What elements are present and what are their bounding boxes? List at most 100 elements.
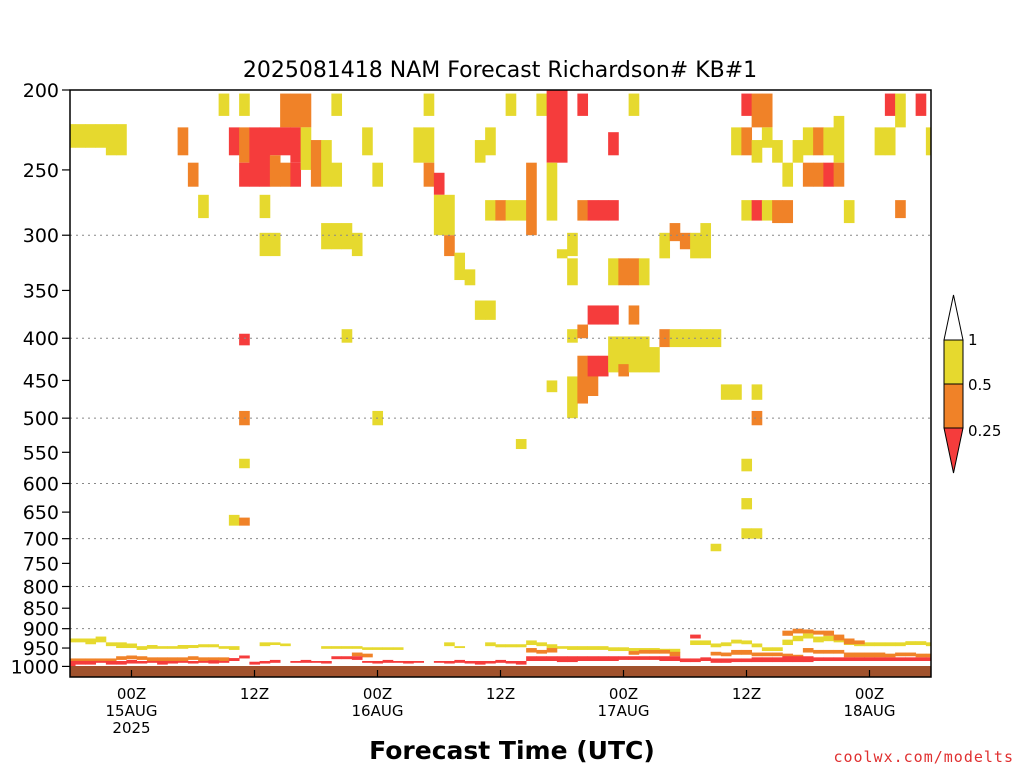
ri-cell: [628, 93, 640, 116]
pbl-cell: [536, 649, 548, 654]
ri-cell: [239, 517, 250, 526]
ri-cell: [823, 162, 835, 187]
ri-cell: [720, 384, 732, 400]
y-tick-label: 950: [23, 638, 59, 660]
ri-cell: [85, 124, 97, 148]
pbl-cell: [126, 655, 138, 660]
pbl-cell: [772, 647, 783, 652]
chart-title: 2025081418 NAM Forecast Richardson# KB#1: [243, 58, 757, 83]
ri-cells-layer: [70, 90, 932, 552]
ri-cell: [433, 172, 445, 195]
ri-cell: [321, 140, 332, 187]
ri-cell: [567, 329, 578, 343]
pbl-cell: [351, 652, 363, 657]
pbl-cell: [638, 648, 650, 652]
ri-cell: [362, 127, 373, 156]
y-tick-label: 400: [23, 328, 59, 350]
ri-cell: [351, 232, 363, 257]
pbl-cell: [198, 657, 209, 662]
pbl-cell: [362, 653, 373, 658]
pbl-cell: [884, 657, 896, 662]
pbl-cell: [761, 652, 773, 657]
x-tick-label: 00Z: [609, 685, 638, 703]
pbl-cell: [70, 638, 76, 643]
legend-swatch-high: [943, 294, 964, 341]
ri-cell: [331, 93, 343, 116]
pbl-cell: [218, 661, 230, 663]
pbl-cell: [597, 656, 609, 662]
pbl-cell: [802, 629, 814, 634]
ri-cell: [474, 140, 486, 163]
x-tick-label: 12Z: [240, 685, 269, 703]
ri-cell: [485, 300, 496, 320]
ri-cell: [444, 235, 455, 257]
pbl-cell: [720, 658, 732, 663]
ri-cell: [608, 305, 619, 325]
y-tick-label: 850: [23, 598, 59, 620]
ri-cell: [280, 162, 291, 187]
pbl-cell: [372, 661, 384, 664]
ri-cell: [249, 127, 261, 187]
ri-cell: [587, 364, 599, 397]
pbl-cell: [208, 660, 220, 664]
ri-cell: [669, 329, 681, 348]
pbl-cell: [362, 661, 373, 663]
pbl-cell: [659, 656, 671, 662]
pbl-cell: [249, 661, 261, 665]
pbl-cell: [833, 649, 845, 654]
pbl-cell: [474, 661, 486, 665]
x-tick-label: 16AUG: [352, 702, 404, 720]
ri-cell: [239, 333, 250, 346]
pbl-cell: [505, 644, 517, 648]
pbl-cell: [331, 656, 343, 660]
pbl-cell: [157, 657, 168, 662]
pbl-cell: [495, 644, 507, 648]
ri-cell: [413, 127, 425, 163]
ri-cell: [731, 127, 742, 156]
ri-cell: [587, 305, 599, 325]
pbl-cell: [177, 645, 189, 649]
pbl-cell: [700, 640, 712, 646]
pbl-cell: [618, 656, 630, 660]
pbl-cell: [782, 653, 794, 658]
pbl-cell: [843, 652, 855, 658]
pbl-cell: [392, 647, 404, 650]
ri-cell: [628, 336, 640, 373]
ri-cell: [597, 200, 609, 221]
pbl-cell: [925, 657, 932, 662]
pbl-cell: [905, 641, 917, 646]
pbl-cell: [136, 661, 148, 664]
pbl-cell: [146, 645, 158, 649]
pbl-cell: [259, 661, 271, 664]
pbl-cell: [751, 643, 763, 648]
pbl-cell: [70, 661, 76, 667]
ri-cell: [464, 269, 476, 286]
ri-cell: [833, 162, 845, 187]
pbl-cell: [382, 647, 394, 650]
pbl-cell: [290, 661, 302, 663]
ri-cell: [341, 223, 353, 250]
pbl-cell: [167, 661, 179, 664]
pbl-cell: [198, 644, 209, 648]
pbl-cell: [905, 652, 917, 657]
pbl-cell: [157, 661, 168, 665]
pbl-cell: [116, 661, 127, 665]
ri-cell: [659, 232, 671, 259]
y-tick-label: 500: [23, 408, 59, 430]
ri-cell: [218, 93, 230, 116]
ri-cell: [628, 258, 640, 286]
pbl-cell: [126, 643, 138, 649]
x-tick-label: 00Z: [117, 685, 146, 703]
y-tick-label: 900: [23, 619, 59, 641]
ri-cell: [597, 355, 609, 377]
pbl-cell: [321, 646, 332, 649]
pbl-cell: [157, 646, 168, 649]
pbl-cell: [813, 657, 824, 662]
ri-cell: [259, 127, 271, 187]
pbl-cell: [587, 646, 599, 650]
pbl-cell: [167, 646, 179, 649]
pbl-cell: [874, 652, 886, 658]
pbl-cell: [761, 657, 773, 663]
pbl-cell: [146, 661, 158, 663]
